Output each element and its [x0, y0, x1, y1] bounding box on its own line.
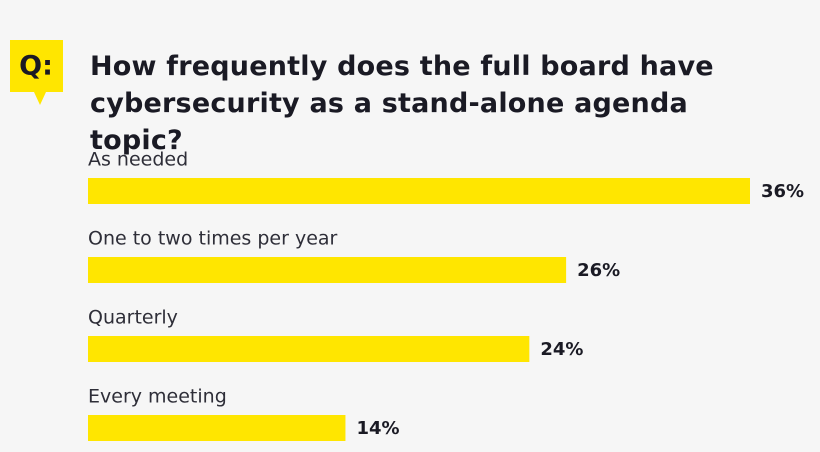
badge-shape	[10, 40, 63, 105]
value-label: 26%	[577, 260, 620, 281]
bar	[88, 257, 567, 283]
bar	[88, 336, 530, 362]
value-label: 36%	[761, 181, 804, 202]
bar	[88, 178, 750, 204]
chart-title: How frequently does the full board have …	[90, 51, 714, 156]
value-label: 24%	[540, 339, 583, 360]
category-label: Quarterly	[88, 307, 178, 329]
category-label: One to two times per year	[88, 228, 338, 250]
value-label: 14%	[356, 418, 399, 439]
category-label: Every meeting	[88, 386, 227, 408]
bar	[88, 415, 346, 441]
category-label: As needed	[88, 149, 188, 171]
badge-text: Q:	[19, 51, 53, 82]
